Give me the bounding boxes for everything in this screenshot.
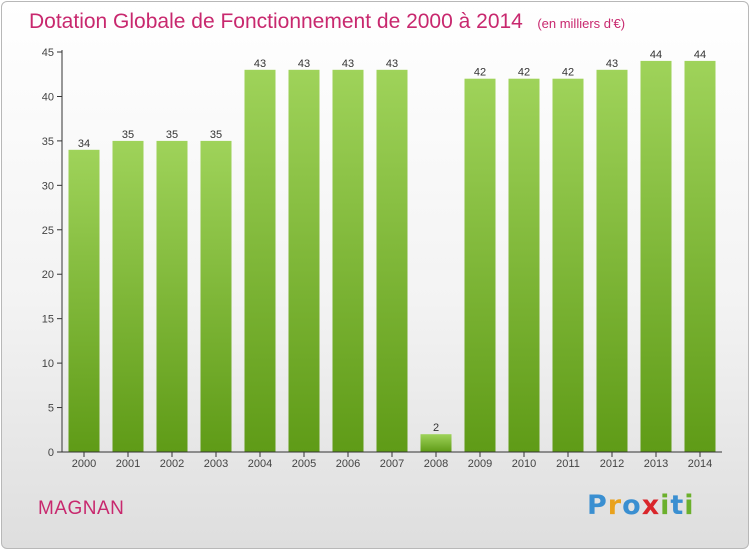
y-tick-label: 35 (42, 136, 54, 148)
bar (464, 78, 496, 452)
x-tick-label: 2007 (380, 458, 404, 470)
y-tick-label: 15 (42, 314, 54, 326)
x-tick-label: 2004 (248, 458, 272, 470)
y-tick-label: 10 (42, 358, 54, 370)
data-label: 43 (342, 58, 354, 70)
bar (596, 69, 628, 453)
data-label: 42 (474, 67, 486, 79)
bar (684, 60, 716, 453)
bar (332, 69, 364, 453)
y-tick-label: 45 (42, 47, 54, 59)
x-tick-label: 2005 (292, 458, 316, 470)
chart-title: Dotation Globale de Fonctionnement de 20… (29, 10, 523, 33)
bar (68, 149, 100, 453)
logo-letter: i (660, 490, 671, 521)
x-tick-label: 2000 (72, 458, 96, 470)
bars-layer: 34 35 35 35 43 43 43 43 2 42 42 42 43 44 44 (68, 49, 716, 453)
bar (552, 78, 584, 452)
x-tick-label: 2001 (116, 458, 140, 470)
x-tick-label: 2011 (556, 458, 580, 470)
x-tick-label: 2013 (644, 458, 668, 470)
y-tick-label: 0 (48, 447, 54, 459)
logo-letter: t (670, 490, 685, 521)
data-label: 42 (518, 67, 530, 79)
data-label: 42 (562, 67, 574, 79)
bar (112, 140, 144, 452)
commune-name: MAGNAN (38, 498, 125, 519)
x-tick-label: 2010 (512, 458, 536, 470)
y-tick-label: 20 (42, 269, 54, 281)
bar (244, 69, 276, 453)
y-tick-label: 25 (42, 225, 54, 237)
bar (420, 434, 452, 452)
y-tick-label: 30 (42, 180, 54, 192)
logo-letter: x (641, 490, 661, 521)
y-tick-label: 40 (42, 91, 54, 103)
x-tick-label: 2003 (204, 458, 228, 470)
data-label: 43 (298, 58, 310, 70)
chart-subtitle: (en milliers d'€) (537, 16, 626, 31)
data-label: 35 (122, 129, 134, 141)
data-label: 43 (254, 58, 266, 70)
data-label: 34 (78, 138, 90, 150)
data-label: 2 (433, 422, 439, 434)
logo-letter: i (684, 490, 695, 521)
axes: 0 5 10 15 20 25 30 35 40 45 2000 2001 2002 2003 2004 20… (42, 47, 722, 470)
logo-letter: o (622, 490, 642, 521)
title-row: Dotation Globale de Fonctionnement de 20… (29, 10, 625, 34)
bar (376, 69, 408, 453)
data-label: 44 (650, 49, 662, 61)
y-tick-label: 5 (48, 403, 54, 415)
data-label: 35 (210, 129, 222, 141)
proxiti-logo: Proxiti (587, 490, 695, 521)
logo-letter: P (587, 490, 608, 521)
bar (288, 69, 320, 453)
bar (200, 140, 232, 452)
bar (156, 140, 188, 452)
x-tick-label: 2012 (600, 458, 624, 470)
x-tick-label: 2002 (160, 458, 184, 470)
bar (640, 60, 672, 453)
data-label: 43 (386, 58, 398, 70)
bar (508, 78, 540, 452)
x-tick-label: 2014 (688, 458, 712, 470)
x-tick-label: 2006 (336, 458, 360, 470)
data-label: 43 (606, 58, 618, 70)
logo-letter: r (607, 490, 623, 521)
data-label: 44 (694, 49, 706, 61)
x-tick-label: 2008 (424, 458, 448, 470)
data-label: 35 (166, 129, 178, 141)
x-tick-label: 2009 (468, 458, 492, 470)
